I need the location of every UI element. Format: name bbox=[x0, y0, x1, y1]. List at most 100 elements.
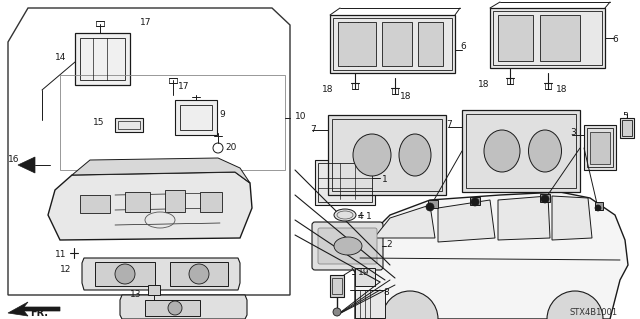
Bar bbox=[330, 275, 344, 297]
FancyBboxPatch shape bbox=[318, 228, 377, 264]
Text: 16: 16 bbox=[8, 155, 19, 164]
Bar bbox=[418, 22, 443, 66]
Bar bbox=[620, 118, 634, 138]
Polygon shape bbox=[48, 172, 252, 240]
Circle shape bbox=[382, 291, 438, 319]
Text: 10: 10 bbox=[295, 112, 307, 121]
Bar bbox=[382, 22, 412, 66]
Bar bbox=[118, 121, 140, 129]
Circle shape bbox=[541, 195, 549, 203]
Bar bbox=[333, 18, 452, 70]
Text: 4: 4 bbox=[358, 212, 364, 221]
Text: 18: 18 bbox=[400, 92, 412, 101]
Polygon shape bbox=[18, 157, 35, 173]
Bar bbox=[318, 163, 372, 202]
Text: FR.: FR. bbox=[30, 308, 48, 318]
Circle shape bbox=[471, 198, 479, 206]
Bar bbox=[75, 33, 130, 85]
Text: 18: 18 bbox=[556, 85, 568, 94]
Bar bbox=[338, 22, 376, 66]
Ellipse shape bbox=[334, 237, 362, 255]
Text: 11: 11 bbox=[55, 250, 67, 259]
FancyBboxPatch shape bbox=[312, 222, 383, 270]
Ellipse shape bbox=[334, 209, 356, 221]
Text: 8: 8 bbox=[383, 288, 388, 297]
Text: 6: 6 bbox=[460, 42, 466, 51]
Bar bbox=[590, 132, 610, 164]
Text: 15: 15 bbox=[93, 118, 104, 127]
Polygon shape bbox=[552, 196, 592, 240]
Text: 12: 12 bbox=[60, 265, 72, 274]
Polygon shape bbox=[498, 196, 550, 240]
Bar bbox=[125, 192, 150, 212]
Ellipse shape bbox=[353, 134, 391, 176]
Bar bbox=[315, 160, 375, 205]
Bar bbox=[540, 15, 580, 61]
Ellipse shape bbox=[484, 130, 520, 172]
Circle shape bbox=[189, 264, 209, 284]
Circle shape bbox=[547, 291, 603, 319]
Bar bbox=[493, 11, 602, 65]
Circle shape bbox=[426, 203, 434, 211]
Text: 18: 18 bbox=[478, 80, 490, 89]
Bar bbox=[490, 8, 605, 68]
Bar bbox=[332, 278, 342, 294]
Bar bbox=[355, 290, 385, 318]
Bar bbox=[595, 202, 603, 210]
Polygon shape bbox=[355, 192, 628, 319]
Text: 7: 7 bbox=[446, 120, 452, 129]
Text: 5: 5 bbox=[622, 112, 628, 121]
Bar bbox=[584, 125, 616, 170]
Bar bbox=[470, 197, 480, 205]
Bar bbox=[332, 119, 442, 191]
Bar bbox=[170, 262, 228, 286]
Text: 3: 3 bbox=[570, 128, 576, 137]
Bar bbox=[148, 285, 160, 295]
Polygon shape bbox=[374, 205, 435, 238]
Bar bbox=[165, 190, 185, 212]
Text: STX4B1001: STX4B1001 bbox=[570, 308, 618, 317]
Text: 17: 17 bbox=[140, 18, 152, 27]
Bar bbox=[462, 110, 580, 192]
Text: 9: 9 bbox=[219, 110, 225, 119]
Circle shape bbox=[333, 308, 341, 316]
Bar bbox=[330, 15, 455, 73]
Bar bbox=[175, 100, 217, 135]
Text: 1: 1 bbox=[382, 175, 388, 184]
Circle shape bbox=[595, 205, 601, 211]
Text: 2: 2 bbox=[386, 240, 392, 249]
Polygon shape bbox=[8, 302, 60, 316]
Circle shape bbox=[168, 301, 182, 315]
Bar bbox=[540, 194, 550, 202]
Text: 7: 7 bbox=[310, 125, 316, 134]
Circle shape bbox=[115, 264, 135, 284]
Bar bbox=[200, 192, 222, 212]
Bar bbox=[466, 114, 576, 188]
Polygon shape bbox=[72, 158, 250, 183]
Ellipse shape bbox=[529, 130, 561, 172]
Bar bbox=[328, 115, 446, 195]
Text: 6: 6 bbox=[612, 35, 618, 44]
Bar bbox=[95, 262, 155, 286]
Text: 1: 1 bbox=[366, 212, 372, 221]
Bar bbox=[60, 75, 285, 170]
Polygon shape bbox=[82, 258, 240, 290]
Bar bbox=[622, 120, 632, 136]
Text: 19: 19 bbox=[358, 268, 369, 277]
Polygon shape bbox=[120, 295, 247, 319]
Bar bbox=[180, 105, 212, 130]
Text: 13: 13 bbox=[130, 290, 141, 299]
Text: 18: 18 bbox=[322, 85, 333, 94]
Bar bbox=[498, 15, 533, 61]
Bar bbox=[355, 268, 375, 286]
Bar bbox=[115, 118, 143, 132]
Bar bbox=[80, 38, 125, 80]
Bar bbox=[587, 128, 613, 167]
Polygon shape bbox=[438, 200, 495, 242]
Bar bbox=[80, 195, 110, 213]
Bar bbox=[145, 300, 200, 316]
Text: 17: 17 bbox=[178, 82, 189, 91]
Bar bbox=[428, 200, 438, 208]
Text: 14: 14 bbox=[55, 53, 67, 62]
Ellipse shape bbox=[399, 134, 431, 176]
